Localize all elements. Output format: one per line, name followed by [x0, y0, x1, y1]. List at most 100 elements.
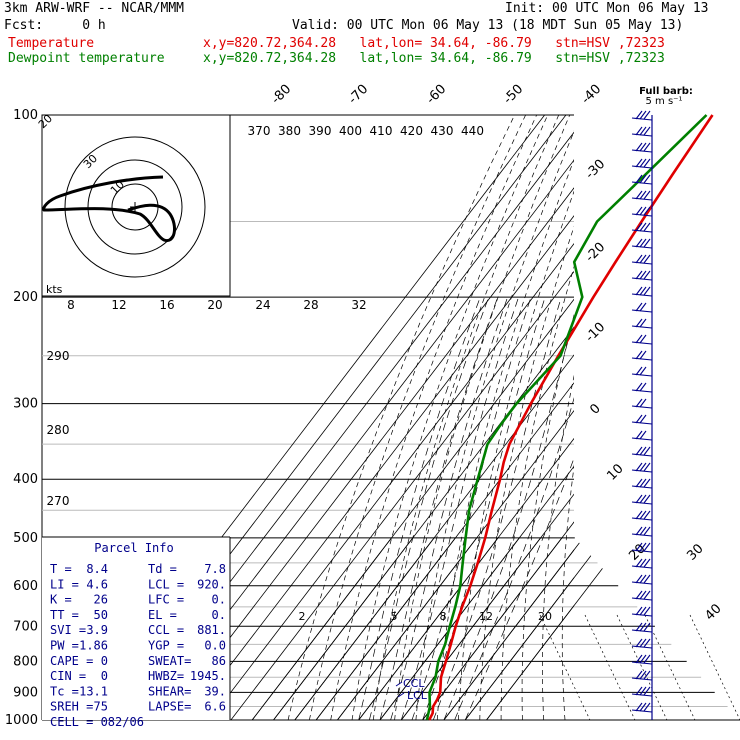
theta-side-label-290: 290 — [47, 349, 70, 363]
parcel-info-cell: 75 — [94, 700, 108, 714]
hodograph-trace — [42, 175, 177, 243]
hodograph-speed-tick-28: 28 — [303, 298, 318, 312]
wind-barb-feather — [639, 174, 647, 184]
wind-barb-feather — [643, 238, 651, 248]
isotherm — [315, 537, 456, 720]
wind-barb-feather — [643, 686, 651, 696]
wind-barb-feather — [639, 254, 647, 264]
parcel-info-cell: LI = — [50, 577, 79, 591]
parcel-info-cell: EL = — [148, 608, 177, 622]
hodograph-speed-tick-24: 24 — [255, 298, 270, 312]
isotherm-label--20: -20 — [583, 240, 609, 266]
wind-barb — [631, 293, 653, 297]
wind-barb — [631, 117, 653, 121]
wind-barb — [631, 485, 653, 489]
dry-adiabat — [687, 115, 735, 720]
moist-adiabat — [454, 397, 574, 720]
isotherm-label-0: 0 — [587, 401, 603, 417]
mixing-ratio-line — [644, 614, 696, 721]
wind-barb — [631, 245, 653, 249]
wind-barb-feather — [635, 574, 643, 584]
wind-barb-feather — [635, 590, 643, 600]
wind-barb-feather — [635, 494, 643, 504]
theta-label-390: 390 — [309, 124, 332, 138]
model-title: 3km ARW-WRF -- NCAR/MMM — [4, 1, 185, 16]
mixing-ratio-line — [616, 614, 668, 721]
parcel-info-cell: 920. — [197, 577, 226, 591]
ccl-marker — [395, 681, 403, 687]
wind-barb-feather — [643, 478, 651, 488]
wind-barb — [631, 181, 653, 185]
wind-barb — [631, 469, 653, 473]
wind-barb-feather — [635, 670, 643, 680]
wind-barb-feather — [639, 110, 647, 120]
wind-barb — [631, 213, 653, 217]
wind-barb-feather — [639, 558, 647, 568]
pressure-label-1000: 1000 — [5, 713, 38, 728]
isotherm-label-10: 10 — [604, 461, 626, 483]
wind-barb-feather — [635, 334, 643, 344]
wind-barb — [631, 197, 653, 201]
wind-barb-feather — [639, 462, 647, 472]
parcel-info-cell: 4.6 — [86, 577, 108, 591]
moist-adiabat — [464, 457, 574, 720]
pressure-label-200: 200 — [13, 290, 38, 305]
wind-barb-feather — [639, 622, 647, 632]
parcel-info-cell: LCL = — [148, 577, 184, 591]
theta-label-430: 430 — [431, 124, 454, 138]
dry-adiabat — [309, 115, 526, 720]
wind-barb — [631, 149, 653, 153]
wind-barb — [631, 389, 653, 393]
pressure-label-600: 600 — [13, 579, 38, 594]
pressure-label-800: 800 — [13, 654, 38, 669]
parcel-info-panel: Parcel Info T = 8.4 Td = 7.8 LI = 4.6 LCL = 920.… — [42, 536, 231, 729]
hodograph-speed-tick-20: 20 — [207, 298, 222, 312]
wind-barb-feather — [635, 446, 643, 456]
mixing-ratio-line — [539, 614, 591, 721]
wind-barb — [631, 565, 653, 569]
wind-barb-feather — [639, 510, 647, 520]
forecast-hour: Fcst: 0 h — [4, 18, 106, 33]
wind-barb-feather — [635, 686, 643, 696]
wind-barb-feather — [635, 238, 643, 248]
pressure-label-900: 900 — [13, 685, 38, 700]
wind-barb-feather — [635, 606, 643, 616]
wind-barb — [631, 597, 653, 601]
parcel-info-cell: 86 — [212, 654, 226, 668]
valid-time: Valid: 00 UTC Mon 06 May 13 (18 MDT Sun … — [292, 18, 684, 33]
ccl-label: CCL — [403, 677, 425, 690]
parcel-info-cell: T = — [50, 562, 72, 576]
parcel-info-cell: CCL = — [148, 623, 184, 637]
wind-barb-feather — [635, 654, 643, 664]
wind-barb-feather — [635, 158, 643, 168]
wind-barb-feather — [639, 398, 647, 408]
wind-barb-feather — [643, 446, 651, 456]
wind-barb-feather — [635, 622, 643, 632]
wind-barb — [631, 517, 653, 521]
wind-barb-feather — [639, 238, 647, 248]
wind-barb-feather — [639, 526, 647, 536]
wind-barb-feather — [639, 286, 647, 296]
hodograph-speed-tick-32: 32 — [351, 298, 366, 312]
wind-barb-feather — [635, 558, 643, 568]
temperature-station-info: x,y=820.72,364.28 lat,lon= 34.64, -86.79… — [203, 36, 665, 51]
pressure-label-700: 700 — [13, 619, 38, 634]
parcel-info-cell: 0 — [101, 654, 108, 668]
wind-barb — [631, 277, 653, 281]
wind-barb — [631, 373, 653, 377]
wind-barb-feather — [643, 286, 651, 296]
wind-barb-feather — [643, 526, 651, 536]
parcel-info-cell: LAPSE= — [148, 700, 191, 714]
dry-adiabat — [415, 130, 574, 720]
wind-barb-feather — [635, 638, 643, 648]
wind-barb — [631, 581, 653, 585]
isotherm-label--80: -80 — [269, 82, 295, 108]
isotherm — [400, 537, 541, 720]
wind-barb — [631, 629, 653, 633]
wind-barb-feather — [643, 126, 651, 136]
wind-barb-feather — [643, 142, 651, 152]
parcel-info-cell: 1.86 — [79, 639, 108, 653]
isotherm-label-30: 30 — [684, 541, 706, 563]
